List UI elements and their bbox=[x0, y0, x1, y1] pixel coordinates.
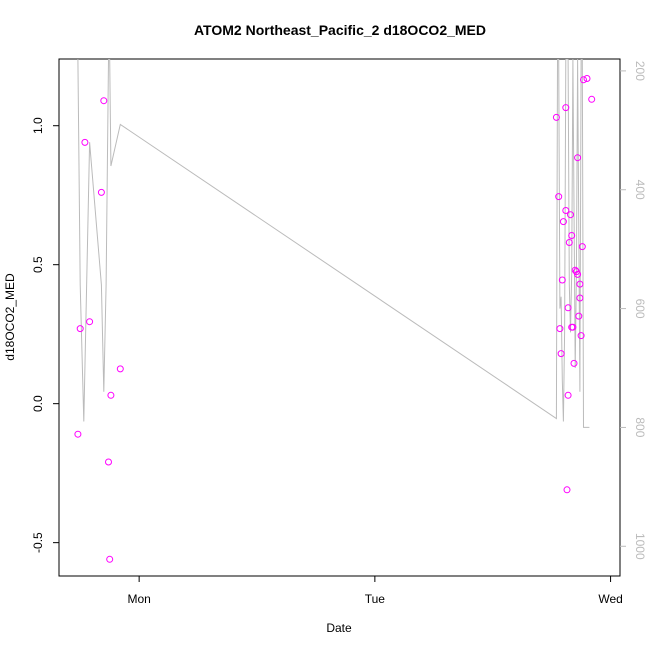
data-point bbox=[106, 555, 114, 563]
data-point bbox=[556, 325, 564, 333]
data-point bbox=[552, 113, 560, 121]
data-point bbox=[116, 365, 124, 373]
data-point bbox=[564, 304, 572, 312]
data-point bbox=[105, 458, 112, 466]
data-point bbox=[576, 294, 584, 302]
data-point bbox=[107, 391, 115, 399]
y-axis-label: d18OCO2_MED bbox=[3, 273, 17, 361]
data-point bbox=[588, 95, 596, 103]
data-point bbox=[568, 232, 576, 239]
y-axis-right: 200 400 600 800 1000 bbox=[620, 61, 647, 560]
data-point bbox=[583, 75, 591, 82]
data-point bbox=[580, 76, 587, 84]
data-point bbox=[86, 318, 94, 326]
y2-tick-label: 400 bbox=[633, 180, 647, 200]
secondary-series-line bbox=[77, 59, 590, 428]
data-point bbox=[555, 193, 563, 201]
x-axis: Mon Tue Wed bbox=[127, 576, 623, 606]
data-point bbox=[567, 211, 574, 219]
data-point bbox=[563, 486, 571, 494]
data-point bbox=[569, 323, 577, 331]
scatter-points-layer bbox=[74, 75, 596, 563]
y2-tick-label: 1000 bbox=[633, 533, 647, 560]
data-point bbox=[565, 239, 573, 246]
y-tick-label: 1.0 bbox=[31, 117, 45, 134]
y-tick-label: 0.0 bbox=[31, 395, 45, 412]
data-point bbox=[564, 391, 572, 399]
data-point bbox=[81, 138, 89, 146]
chart-title: ATOM2 Northeast_Pacific_2 d18OCO2_MED bbox=[194, 22, 486, 38]
data-point bbox=[74, 430, 82, 438]
data-point bbox=[575, 312, 583, 320]
x-axis-label: Date bbox=[326, 621, 352, 635]
x-tick-label: Tue bbox=[365, 592, 386, 606]
y2-tick-label: 200 bbox=[633, 61, 647, 81]
y2-tick-label: 600 bbox=[633, 299, 647, 319]
data-point bbox=[574, 270, 582, 278]
y-tick-label: 0.5 bbox=[31, 256, 45, 273]
data-point bbox=[562, 207, 570, 214]
data-point bbox=[576, 280, 584, 288]
data-point bbox=[577, 332, 585, 340]
data-point bbox=[557, 350, 565, 358]
data-point bbox=[559, 218, 567, 226]
data-point bbox=[574, 154, 582, 162]
data-point bbox=[97, 188, 105, 196]
data-point bbox=[570, 359, 578, 367]
y-axis-left: -0.5 0.0 0.5 1.0 bbox=[31, 117, 59, 553]
y2-tick-label: 800 bbox=[633, 417, 647, 437]
x-tick-label: Mon bbox=[127, 592, 150, 606]
data-point bbox=[562, 104, 570, 112]
secondary-series-line-layer bbox=[77, 59, 590, 428]
plot-frame bbox=[58, 58, 621, 577]
x-tick-label: Wed bbox=[598, 592, 622, 606]
data-point bbox=[76, 325, 84, 333]
y-tick-label: -0.5 bbox=[31, 532, 45, 553]
data-point bbox=[578, 243, 586, 251]
data-point bbox=[558, 276, 566, 284]
data-point bbox=[100, 97, 108, 105]
